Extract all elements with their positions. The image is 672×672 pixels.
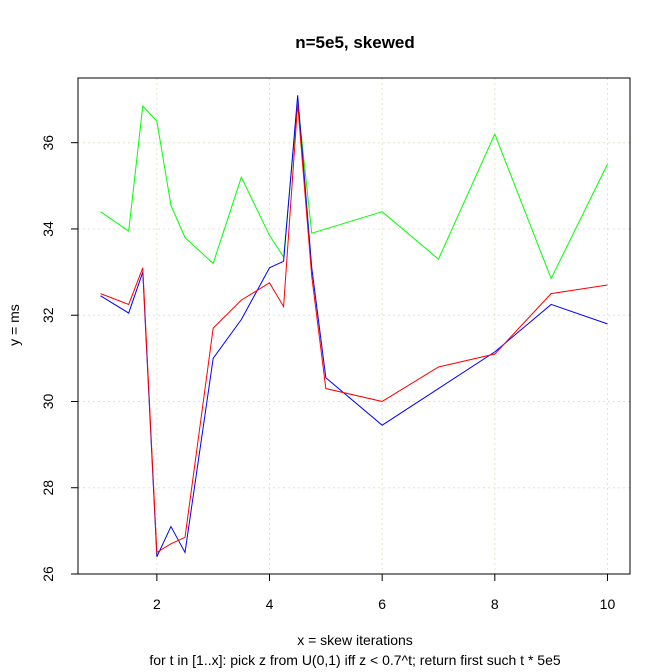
plot-frame (77, 77, 631, 575)
y-axis-label: y = ms (6, 304, 22, 346)
x-tick-label: 2 (153, 596, 161, 612)
x-axis-label: x = skew iterations (297, 632, 413, 648)
y-tick-label: 28 (40, 480, 56, 496)
x-tick-label: 8 (491, 596, 499, 612)
x-tick-label: 6 (378, 596, 386, 612)
x-axis-sublabel: for t in [1..x]: pick z from U(0,1) iff … (149, 652, 561, 668)
x-axis: 2 4 6 8 10 (153, 574, 616, 612)
series-line-3 (100, 103, 608, 554)
y-axis: 26 28 30 32 34 36 (40, 135, 78, 582)
chart-title: n=5e5, skewed (295, 33, 415, 52)
series-line-1 (100, 101, 608, 280)
series-lines (100, 95, 608, 557)
grid (78, 78, 630, 575)
x-tick-label: 10 (600, 596, 616, 612)
x-tick-label: 4 (266, 596, 274, 612)
y-tick-label: 32 (40, 307, 56, 323)
y-tick-label: 34 (40, 221, 56, 237)
y-tick-label: 30 (40, 393, 56, 409)
y-tick-label: 26 (40, 566, 56, 582)
y-tick-label: 36 (40, 135, 56, 151)
